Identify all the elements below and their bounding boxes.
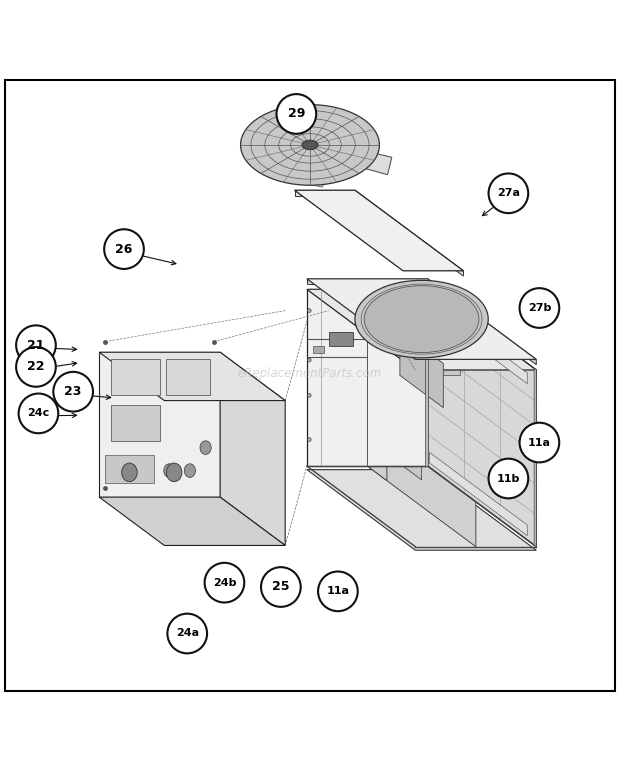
Text: 24b: 24b xyxy=(213,577,236,588)
Ellipse shape xyxy=(308,438,311,442)
Polygon shape xyxy=(111,359,160,395)
Ellipse shape xyxy=(303,140,317,150)
Polygon shape xyxy=(329,332,353,346)
Polygon shape xyxy=(99,352,220,497)
Text: 24c: 24c xyxy=(27,409,50,419)
Polygon shape xyxy=(99,352,285,401)
Polygon shape xyxy=(378,342,422,480)
Circle shape xyxy=(19,393,58,433)
Ellipse shape xyxy=(184,464,195,477)
Ellipse shape xyxy=(308,393,311,397)
Polygon shape xyxy=(347,149,392,175)
Circle shape xyxy=(205,563,244,602)
Circle shape xyxy=(520,423,559,463)
Polygon shape xyxy=(409,342,452,480)
Text: 27a: 27a xyxy=(497,188,520,198)
Polygon shape xyxy=(310,178,326,187)
Circle shape xyxy=(167,614,207,653)
Circle shape xyxy=(489,459,528,498)
Polygon shape xyxy=(370,308,387,480)
Text: 27b: 27b xyxy=(528,303,551,313)
Text: 24a: 24a xyxy=(175,628,199,638)
Ellipse shape xyxy=(241,105,379,185)
Ellipse shape xyxy=(166,463,182,482)
Polygon shape xyxy=(534,369,536,547)
Polygon shape xyxy=(99,497,285,545)
Circle shape xyxy=(520,288,559,328)
Polygon shape xyxy=(307,289,428,466)
Ellipse shape xyxy=(122,463,137,482)
Polygon shape xyxy=(430,453,527,536)
Text: 29: 29 xyxy=(288,107,305,120)
Text: 26: 26 xyxy=(115,243,133,256)
Ellipse shape xyxy=(308,308,311,312)
Polygon shape xyxy=(425,289,428,466)
Circle shape xyxy=(489,173,528,213)
Polygon shape xyxy=(307,279,428,284)
Circle shape xyxy=(277,94,316,134)
Polygon shape xyxy=(294,190,464,271)
Circle shape xyxy=(16,347,56,387)
Text: 25: 25 xyxy=(272,581,290,594)
Ellipse shape xyxy=(355,281,489,358)
Polygon shape xyxy=(294,190,355,196)
Ellipse shape xyxy=(164,464,175,477)
Polygon shape xyxy=(166,359,210,395)
Polygon shape xyxy=(307,289,536,370)
Polygon shape xyxy=(111,406,160,440)
Circle shape xyxy=(318,571,358,611)
Polygon shape xyxy=(400,332,443,408)
Text: 23: 23 xyxy=(64,386,82,398)
Polygon shape xyxy=(430,301,527,384)
Text: 22: 22 xyxy=(27,360,45,373)
Text: eReplacementParts.com: eReplacementParts.com xyxy=(238,366,382,379)
Ellipse shape xyxy=(308,359,311,362)
Text: 11a: 11a xyxy=(528,437,551,447)
Polygon shape xyxy=(400,332,460,375)
Circle shape xyxy=(261,567,301,607)
Ellipse shape xyxy=(200,441,211,454)
Polygon shape xyxy=(428,279,536,365)
Circle shape xyxy=(16,325,56,365)
Text: 11a: 11a xyxy=(326,586,350,596)
Polygon shape xyxy=(313,346,324,353)
Polygon shape xyxy=(355,190,464,276)
Text: 21: 21 xyxy=(27,338,45,352)
Text: 11b: 11b xyxy=(497,473,520,483)
Polygon shape xyxy=(367,289,476,547)
Circle shape xyxy=(104,229,144,269)
Circle shape xyxy=(53,372,93,412)
Polygon shape xyxy=(307,279,536,359)
Polygon shape xyxy=(220,352,285,545)
Polygon shape xyxy=(428,289,536,547)
Polygon shape xyxy=(307,470,536,550)
Ellipse shape xyxy=(365,285,479,352)
Polygon shape xyxy=(105,455,154,483)
